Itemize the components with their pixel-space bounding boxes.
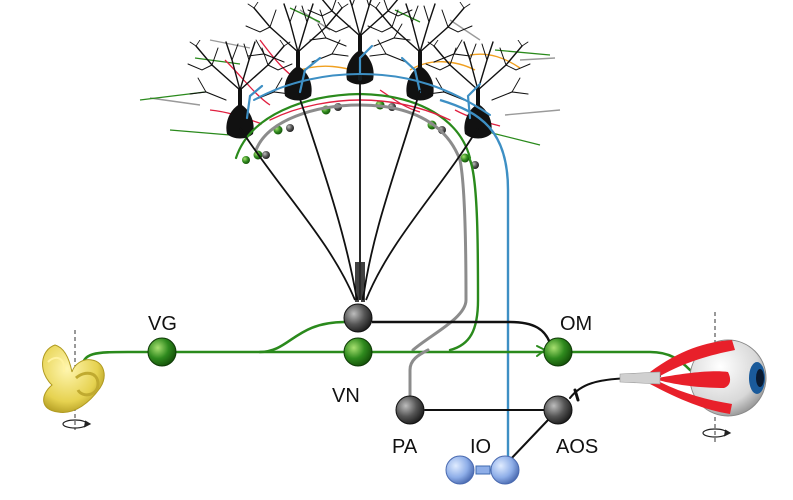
vn-neuron	[343, 337, 373, 367]
nuclei	[147, 303, 573, 485]
parallel-fibers-gray	[149, 9, 561, 116]
label-aos: AOS	[556, 436, 598, 458]
climbing-fiber-pathway	[439, 98, 510, 460]
inner-ear-icon	[42, 330, 105, 430]
vg-neuron	[147, 337, 177, 367]
om-neuron	[543, 337, 573, 367]
labels: VG OM VN PA IO AOS	[148, 313, 598, 458]
vn-top-neuron	[343, 303, 373, 333]
label-om: OM	[560, 313, 592, 335]
eye-icon	[619, 312, 767, 445]
cerebellar-cortex	[139, 0, 561, 169]
aos-neuron	[543, 395, 573, 425]
io-neuron-right	[490, 455, 520, 485]
blue-arc	[253, 72, 491, 116]
vn-to-om-pathway	[372, 320, 552, 344]
eye-muscle-top	[650, 340, 735, 376]
purkinje-cell-4	[366, 2, 474, 103]
gap-junction	[475, 465, 491, 475]
label-vg: VG	[148, 313, 177, 335]
pa-neuron	[395, 395, 425, 425]
label-io: IO	[470, 436, 491, 458]
pupil	[756, 369, 764, 387]
io-neuron-left	[445, 455, 475, 485]
label-vn: VN	[332, 385, 360, 407]
rotation-arrow-icon	[62, 419, 92, 429]
mossy-fiber-pathway	[411, 158, 480, 352]
rotation-arrow-icon	[702, 428, 732, 438]
purkinje-layer-arcs	[234, 72, 491, 162]
aos-pa-circuit	[408, 348, 661, 463]
eye-muscle-bottom	[650, 382, 732, 414]
label-pa: PA	[392, 436, 418, 458]
purkinje-axons	[239, 75, 479, 302]
eye-muscle-mid	[658, 371, 731, 388]
